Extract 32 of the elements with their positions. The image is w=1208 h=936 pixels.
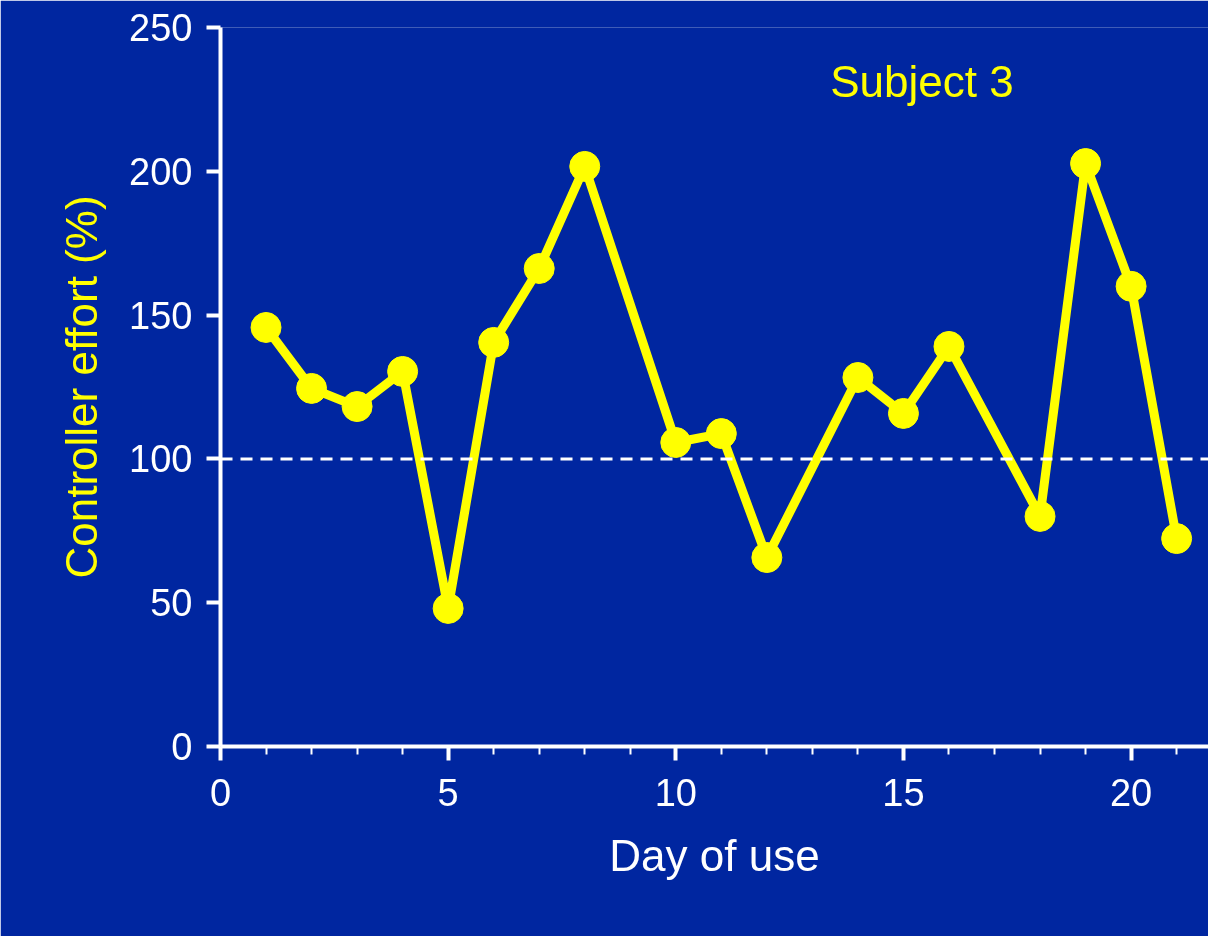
y-tick-label: 200 [129,150,193,193]
x-axis-title: Day of use [609,830,820,880]
point [1070,148,1102,180]
point [1024,500,1056,532]
point [569,150,601,182]
point [887,397,919,429]
x-tick-label: 20 [1109,771,1153,814]
y-axis-title: Controller effort (%) [57,195,107,579]
point [1161,523,1193,555]
point [933,330,965,362]
point [523,253,555,284]
point [432,592,464,624]
x-tick-label: 5 [437,771,459,814]
point [842,362,874,393]
point [250,312,282,343]
point [296,372,328,404]
point [705,418,737,450]
point [660,427,692,458]
y-tick-label: 50 [150,582,193,625]
point [1115,270,1147,302]
y-tick-label: 150 [129,294,193,337]
annotation: Subject 3 [830,56,1014,106]
x-tick-label: 10 [654,771,697,814]
x-tick-label: 15 [882,771,925,814]
y-tick-label: 250 [129,7,193,49]
point [751,542,783,574]
point [387,356,419,387]
point [341,391,373,423]
y-tick-label: 0 [171,726,193,768]
y-tick-label: 100 [129,438,193,481]
x-tick-label: 0 [209,771,232,814]
point [478,326,510,358]
